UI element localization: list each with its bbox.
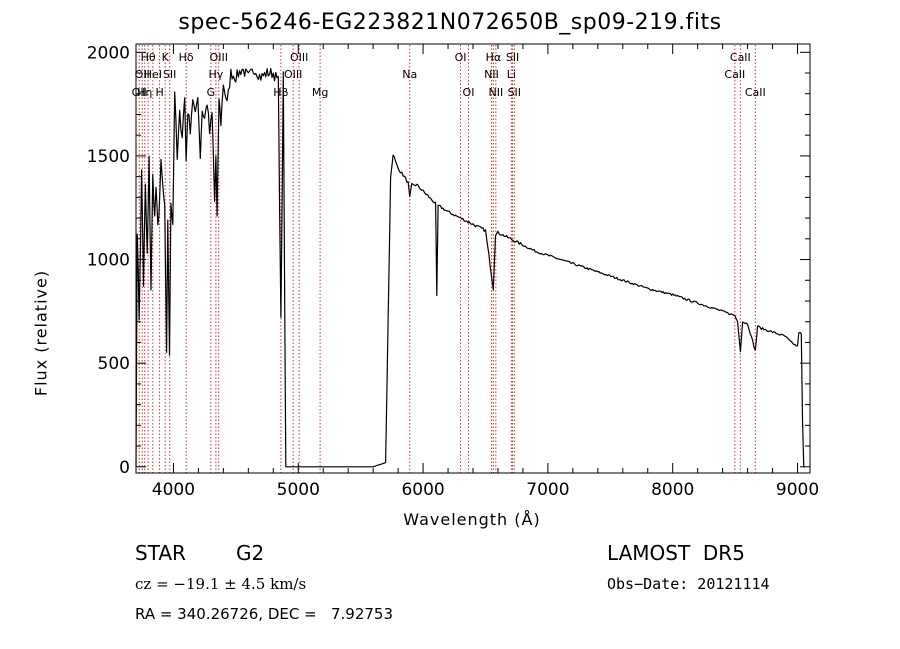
spectrum-line	[135, 67, 805, 468]
x-axis-label: Wavelength (Å)	[403, 510, 541, 529]
object-subclass: G2	[236, 541, 265, 565]
plot-frame	[135, 43, 811, 474]
line-marker-label: NII	[484, 68, 499, 81]
y-tick-label: 1000	[87, 251, 130, 271]
line-marker-label: Na	[402, 68, 417, 81]
line-marker-label: OIII	[284, 68, 302, 81]
line-marker-label: Hδ	[179, 51, 194, 64]
y-axis-label: Flux (relative)	[31, 269, 51, 397]
line-marker-label: Mg	[312, 86, 328, 99]
line-marker-label: OIII	[290, 51, 308, 64]
y-axis: 0 500 1000 1500 2000	[87, 43, 810, 478]
y-tick-label: 2000	[87, 43, 130, 63]
line-marker-label: Hα	[486, 51, 502, 64]
line-marker-label: SII	[508, 86, 521, 99]
line-marker-label: OI	[463, 86, 475, 99]
line-marker-label: CaII	[724, 68, 745, 81]
line-marker-label: OII	[132, 86, 147, 99]
line-marker-label: Li	[507, 68, 516, 81]
line-marker-label: OIII	[210, 51, 228, 64]
x-tick-label: 8000	[651, 480, 694, 500]
y-tick-label: 0	[119, 458, 130, 478]
y-tick-label: 500	[98, 354, 130, 374]
x-tick-label: 5000	[277, 480, 320, 500]
redshift-velocity: cz = −19.1 ± 4.5 km/s	[135, 575, 307, 593]
line-marker-label: OII	[135, 68, 150, 81]
x-tick-label: 4000	[152, 480, 195, 500]
line-marker-label: SII	[163, 68, 176, 81]
chart-title: spec-56246-EG223821N072650B_sp09-219.fit…	[178, 10, 722, 35]
line-marker-label: HeI	[144, 68, 162, 81]
x-axis: 4000 5000 6000 7000 8000 9000	[152, 44, 819, 500]
line-marker-label: NII	[488, 86, 503, 99]
line-marker-label: Hγ	[208, 68, 223, 81]
object-class: STAR	[135, 541, 186, 565]
line-marker-label: Hθ	[141, 51, 156, 64]
observation-date: Obs−Date: 20121114	[607, 575, 770, 593]
line-marker-label: H	[155, 86, 163, 99]
line-marker-label: G	[207, 86, 216, 99]
line-marker-label: CaII	[730, 51, 751, 64]
line-marker-label: CaII	[745, 86, 766, 99]
line-marker-group	[138, 45, 756, 473]
x-tick-label: 9000	[776, 480, 819, 500]
line-label-group: OIIOIIHηHθHeIHKSIIHδGHγOIIIHβOIIIOIIIMgN…	[132, 51, 766, 99]
line-marker-label: Hβ	[273, 86, 288, 99]
y-tick-label: 1500	[87, 147, 130, 167]
x-tick-label: 7000	[526, 480, 569, 500]
line-marker-label: K	[162, 51, 170, 64]
line-marker-label: SII	[506, 51, 519, 64]
x-tick-label: 6000	[401, 480, 444, 500]
line-marker-label: Hη	[137, 86, 152, 99]
coordinates: RA = 340.26726, DEC = 7.92753	[135, 605, 394, 623]
line-marker-label: OI	[455, 51, 467, 64]
survey-name: LAMOST DR5	[607, 541, 745, 565]
